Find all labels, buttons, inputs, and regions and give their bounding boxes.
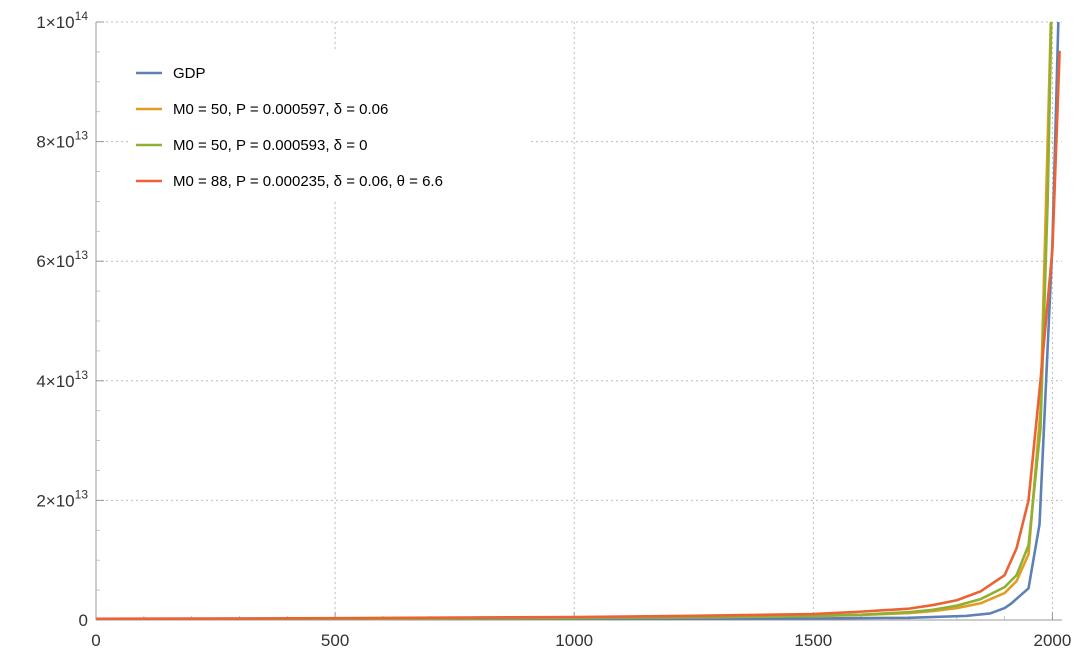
legend-background <box>128 52 528 200</box>
x-tick-label: 500 <box>321 631 349 650</box>
y-tick-label: 6×1013 <box>36 248 88 271</box>
x-tick-label: 2000 <box>1034 631 1072 650</box>
legend: GDP M0 = 50, P = 0.000597, δ = 0.06 M0 = 5… <box>128 52 528 200</box>
x-tick-labels: 0 500 1000 1500 2000 <box>91 631 1071 650</box>
legend-label: M0 = 88, P = 0.000235, δ = 0.06, θ = 6.6 <box>173 173 443 190</box>
legend-label: GDP <box>173 65 206 82</box>
y-tick-label: 1×1014 <box>36 9 88 32</box>
y-tick-label: 2×1013 <box>36 487 88 510</box>
x-tick-label: 1000 <box>555 631 593 650</box>
series-line-4 <box>96 50 1061 620</box>
y-tick-label: 8×1013 <box>36 129 88 152</box>
y-tick-label: 0 <box>79 611 88 630</box>
series-line-1 <box>96 22 1060 620</box>
series-group <box>96 22 1061 620</box>
legend-label: M0 = 50, P = 0.000593, δ = 0 <box>173 137 367 154</box>
y-tick-label: 4×1013 <box>36 368 88 391</box>
x-tick-label: 1500 <box>794 631 832 650</box>
legend-label: M0 = 50, P = 0.000597, δ = 0.06 <box>173 101 388 118</box>
x-tick-label: 0 <box>91 631 100 650</box>
y-tick-labels: 0 2×1013 4×1013 6×1013 8×1013 1×1014 <box>36 9 88 630</box>
